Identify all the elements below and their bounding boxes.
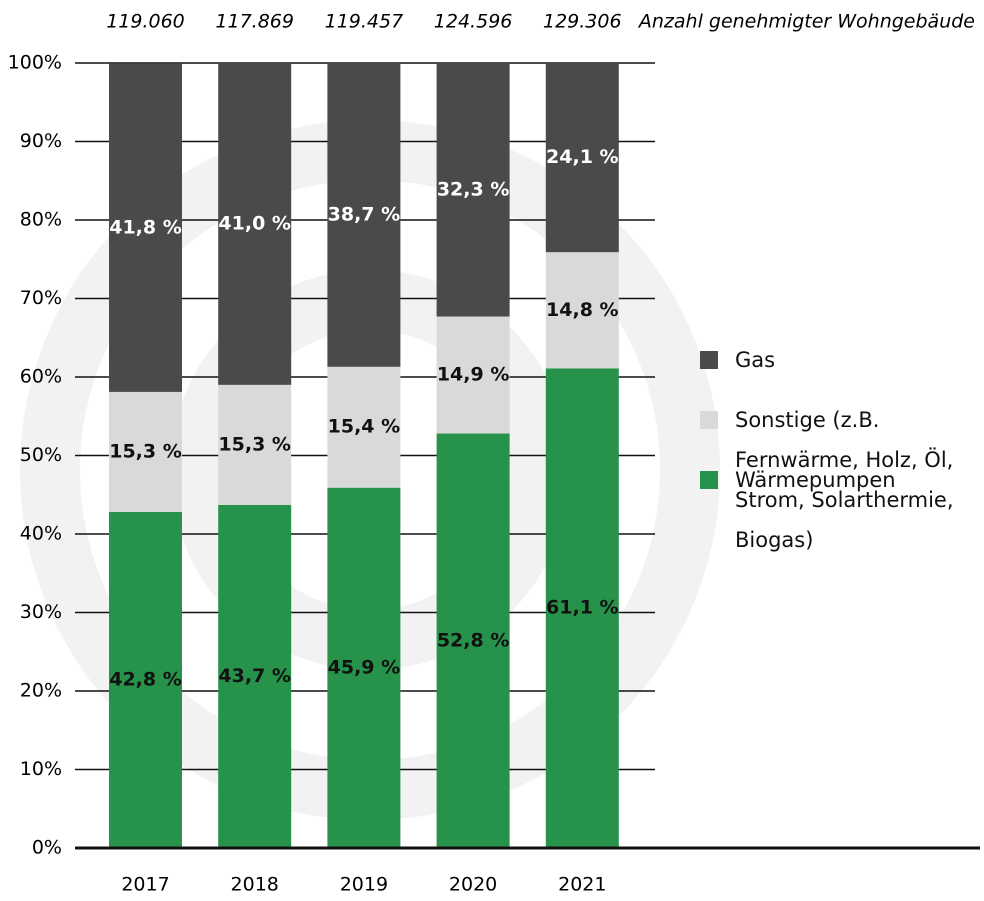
bar-segment <box>436 63 510 317</box>
counts-label: Anzahl genehmigter Wohngebäude <box>637 11 975 33</box>
y-tick-label: 0% <box>32 837 62 859</box>
value-label: 43,7 % <box>218 665 291 687</box>
bar-segment <box>109 512 182 848</box>
value-label: 41,0 % <box>218 212 291 234</box>
bar-segment <box>436 316 510 434</box>
x-tick-label: 2018 <box>231 874 279 896</box>
bar-segment <box>545 252 619 369</box>
legend-entry: Sonstige (z.B. Fernwärme, Holz, Öl, Stro… <box>700 400 970 560</box>
bar-segment <box>327 366 401 488</box>
legend-swatch <box>700 411 718 429</box>
bar-segment <box>218 504 292 848</box>
value-label: 45,9 % <box>328 656 401 678</box>
y-tick-label: 80% <box>20 209 62 231</box>
value-label: 38,7 % <box>328 203 401 225</box>
x-tick-label: 2017 <box>121 874 169 896</box>
x-tick-label: 2021 <box>558 874 606 896</box>
value-label: 15,4 % <box>328 416 401 438</box>
bar-segment <box>545 63 619 253</box>
bar-segment <box>545 368 619 848</box>
bar-segment <box>109 391 182 513</box>
x-tick-label: 2019 <box>340 874 388 896</box>
value-label: 15,3 % <box>109 440 182 462</box>
value-label: 61,1 % <box>546 597 619 619</box>
value-label: 41,8 % <box>109 216 182 238</box>
y-tick-label: 10% <box>20 758 62 780</box>
y-tick-label: 70% <box>20 287 62 309</box>
legend-swatch <box>700 351 718 369</box>
legend-swatch <box>700 471 718 489</box>
building-count: 119.060 <box>106 11 185 33</box>
y-tick-label: 40% <box>20 523 62 545</box>
bar-segment <box>436 433 510 848</box>
legend-label: Wärmepumpen <box>735 468 896 492</box>
y-tick-label: 20% <box>20 680 62 702</box>
legend-label: Gas <box>735 348 776 372</box>
legend-entry: Wärmepumpen <box>700 460 970 500</box>
bar-segment <box>218 384 292 505</box>
y-tick-label: 60% <box>20 366 62 388</box>
y-tick-label: 100% <box>8 52 62 74</box>
value-label: 14,9 % <box>437 364 510 386</box>
bar-segment <box>109 63 182 392</box>
y-tick-label: 50% <box>20 444 62 466</box>
building-count: 117.869 <box>215 11 294 33</box>
value-label: 32,3 % <box>437 178 510 200</box>
y-tick-label: 30% <box>20 601 62 623</box>
x-tick-label: 2020 <box>449 874 497 896</box>
building-count: 119.457 <box>325 11 404 33</box>
bar-segment <box>218 63 292 385</box>
building-count: 129.306 <box>543 11 622 33</box>
legend-entry: Gas <box>700 340 970 380</box>
legend-label: Sonstige (z.B. Fernwärme, Holz, Öl, Stro… <box>735 408 954 552</box>
value-label: 42,8 % <box>109 669 182 691</box>
y-tick-label: 90% <box>20 130 62 152</box>
value-label: 52,8 % <box>437 629 510 651</box>
bar-segment <box>327 487 401 848</box>
bar-segment <box>327 63 401 367</box>
value-label: 15,3 % <box>218 433 291 455</box>
value-label: 14,8 % <box>546 299 619 321</box>
value-label: 24,1 % <box>546 146 619 168</box>
building-count: 124.596 <box>434 11 513 33</box>
